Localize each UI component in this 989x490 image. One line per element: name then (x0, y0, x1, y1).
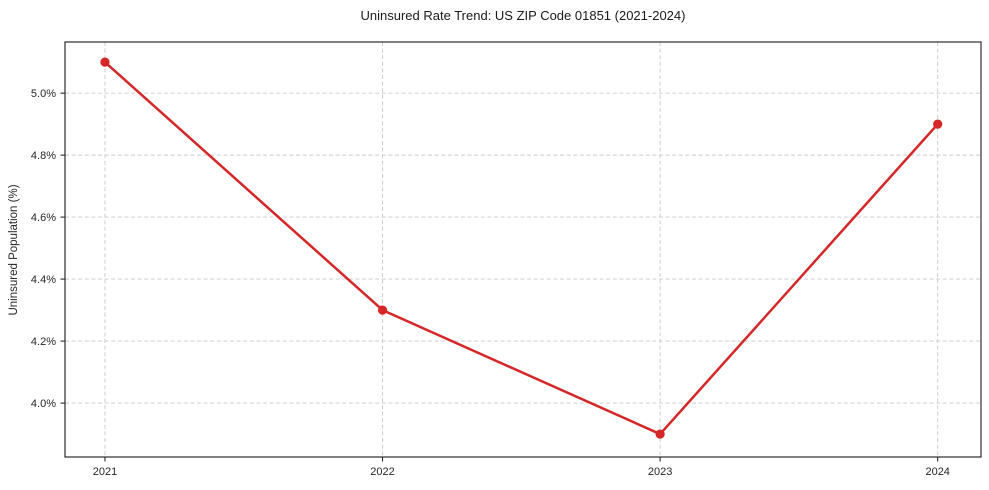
x-tick-label: 2024 (925, 466, 949, 478)
x-tick-label: 2023 (648, 466, 672, 478)
y-tick-label: 4.0% (31, 398, 56, 410)
axis-layer: 4.0% 4.2% 4.4% 4.6% 4.8% 5.0% 2021 2022 2023 2024 (31, 41, 982, 478)
data-point-2022 (377, 305, 388, 315)
y-tick-label: 4.8% (31, 150, 56, 162)
data-point-2024 (933, 119, 943, 129)
plot-frame (64, 41, 982, 458)
data-point-2023 (655, 429, 665, 439)
plot-layer (100, 57, 943, 439)
x-tick-label: 2022 (370, 466, 394, 478)
y-tick-label: 5.0% (31, 88, 56, 100)
trend-line (103, 60, 939, 436)
data-point-2021 (100, 57, 110, 67)
grid-layer (65, 42, 981, 457)
y-axis-label: Uninsured Population (%) (8, 184, 20, 315)
y-tick-label: 4.2% (31, 336, 56, 348)
y-tick-label: 4.6% (31, 212, 56, 224)
chart-title: Uninsured Rate Trend: US ZIP Code 01851 … (361, 8, 686, 23)
x-tick-label: 2021 (93, 466, 117, 478)
y-tick-label: 4.4% (31, 274, 56, 286)
